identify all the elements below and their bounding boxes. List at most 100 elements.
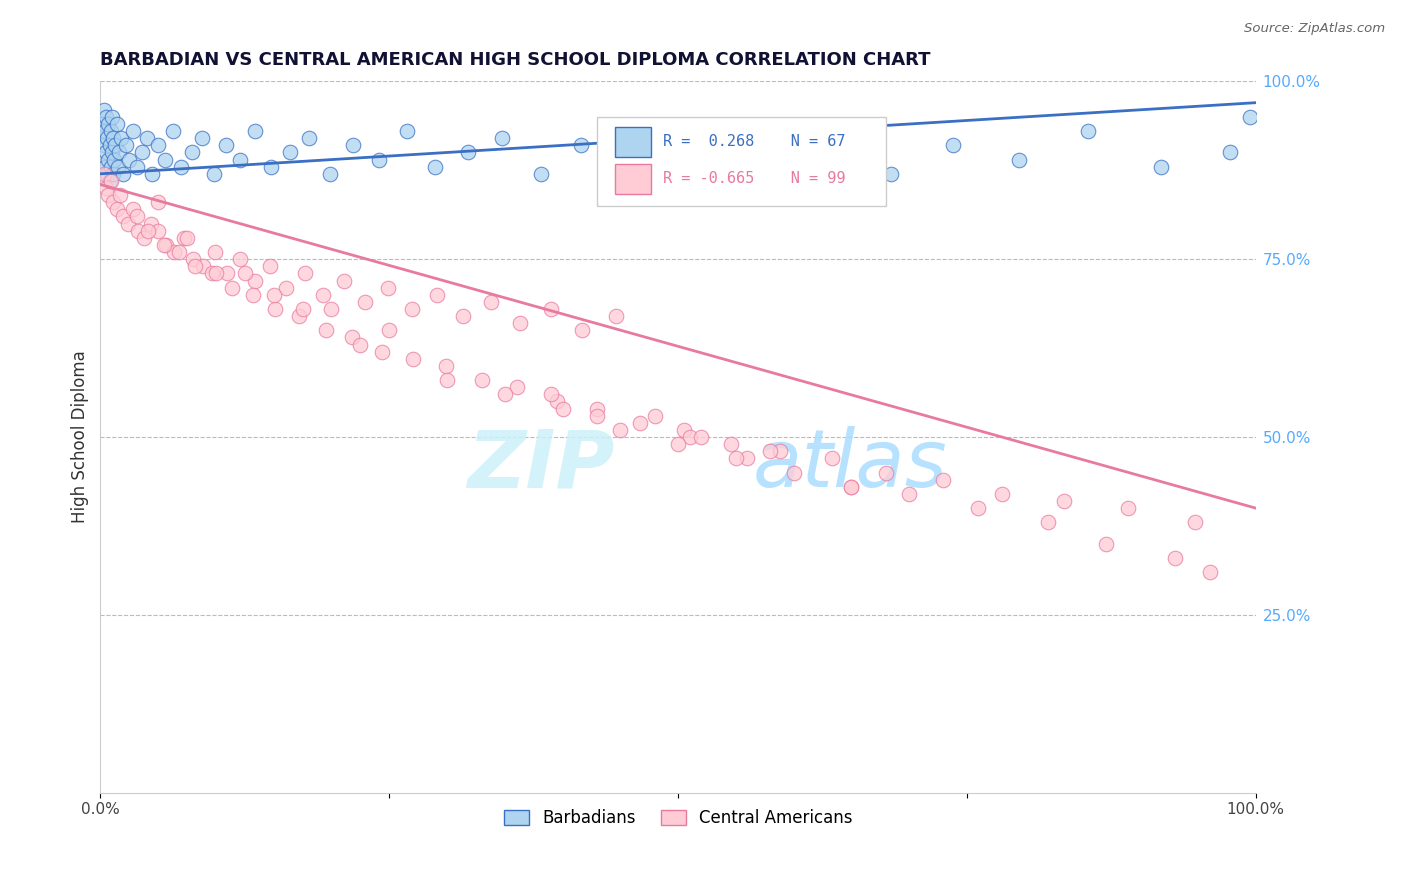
Point: [136, 224, 159, 238]
Point: [114, 138, 136, 153]
Point: [146, 138, 169, 153]
Point: [141, 167, 163, 181]
Point: [841, 480, 863, 494]
Point: [118, 153, 141, 167]
FancyBboxPatch shape: [614, 164, 651, 194]
Point: [141, 217, 163, 231]
Point: [278, 145, 301, 160]
Point: [879, 167, 901, 181]
Point: [94, 160, 117, 174]
Point: [204, 245, 226, 260]
Point: [101, 131, 124, 145]
Point: [217, 267, 239, 281]
Point: [434, 359, 457, 373]
Text: ZIP: ZIP: [467, 426, 614, 505]
Point: [121, 124, 143, 138]
Point: [181, 252, 204, 267]
Point: [967, 501, 990, 516]
Point: [93, 103, 115, 117]
Point: [260, 160, 283, 174]
Point: [377, 280, 399, 294]
Point: [321, 301, 343, 316]
Point: [759, 444, 782, 458]
Point: [571, 323, 593, 337]
Point: [97, 188, 120, 202]
Point: [117, 217, 139, 231]
Point: [491, 131, 513, 145]
Point: [724, 451, 747, 466]
Point: [91, 117, 114, 131]
Legend: Barbadians, Central Americans: Barbadians, Central Americans: [498, 803, 859, 834]
Point: [349, 337, 371, 351]
Point: [146, 195, 169, 210]
Point: [333, 273, 356, 287]
Point: [107, 160, 129, 174]
Point: [135, 131, 157, 145]
Point: [457, 145, 479, 160]
Y-axis label: High School Diploma: High School Diploma: [72, 351, 89, 524]
Point: [312, 287, 335, 301]
Point: [720, 437, 742, 451]
Point: [112, 210, 135, 224]
Point: [155, 238, 177, 252]
Point: [342, 330, 364, 344]
Point: [162, 124, 184, 138]
Point: [821, 451, 844, 466]
Point: [259, 260, 281, 274]
Point: [990, 487, 1012, 501]
Point: [451, 309, 474, 323]
Point: [180, 145, 202, 160]
Point: [315, 323, 337, 337]
Point: [93, 167, 115, 181]
Point: [243, 124, 266, 138]
Point: [540, 301, 562, 316]
Point: [586, 401, 609, 416]
Point: [94, 124, 117, 138]
Point: [201, 267, 224, 281]
Point: [101, 145, 124, 160]
Point: [229, 252, 252, 267]
Point: [202, 167, 225, 181]
Point: [401, 301, 423, 316]
Point: [103, 153, 125, 167]
Point: [546, 394, 568, 409]
Point: [131, 145, 153, 160]
Point: [263, 301, 285, 316]
Point: [170, 160, 193, 174]
Point: [101, 195, 124, 210]
Point: [782, 466, 804, 480]
Point: [100, 160, 122, 174]
Point: [354, 294, 377, 309]
Point: [96, 131, 118, 145]
Point: [294, 267, 316, 281]
Point: [763, 145, 786, 160]
Point: [509, 316, 531, 330]
Point: [690, 430, 713, 444]
Point: [98, 138, 121, 153]
Point: [110, 131, 132, 145]
Text: atlas: atlas: [754, 426, 948, 505]
Point: [1008, 153, 1031, 167]
Point: [288, 309, 311, 323]
Point: [1077, 124, 1099, 138]
Point: [104, 138, 127, 153]
Point: [108, 145, 131, 160]
Point: [875, 466, 897, 480]
Point: [193, 260, 215, 274]
Point: [661, 124, 683, 138]
Point: [97, 117, 120, 131]
Point: [93, 138, 115, 153]
Point: [97, 153, 120, 167]
Point: [94, 181, 117, 195]
Point: [101, 110, 124, 124]
Point: [841, 480, 863, 494]
Point: [1053, 494, 1076, 508]
Point: [105, 117, 128, 131]
Point: [529, 167, 551, 181]
Point: [672, 423, 695, 437]
Point: [163, 245, 186, 260]
Point: [121, 202, 143, 217]
Point: [551, 401, 574, 416]
Point: [425, 160, 447, 174]
Point: [184, 260, 207, 274]
